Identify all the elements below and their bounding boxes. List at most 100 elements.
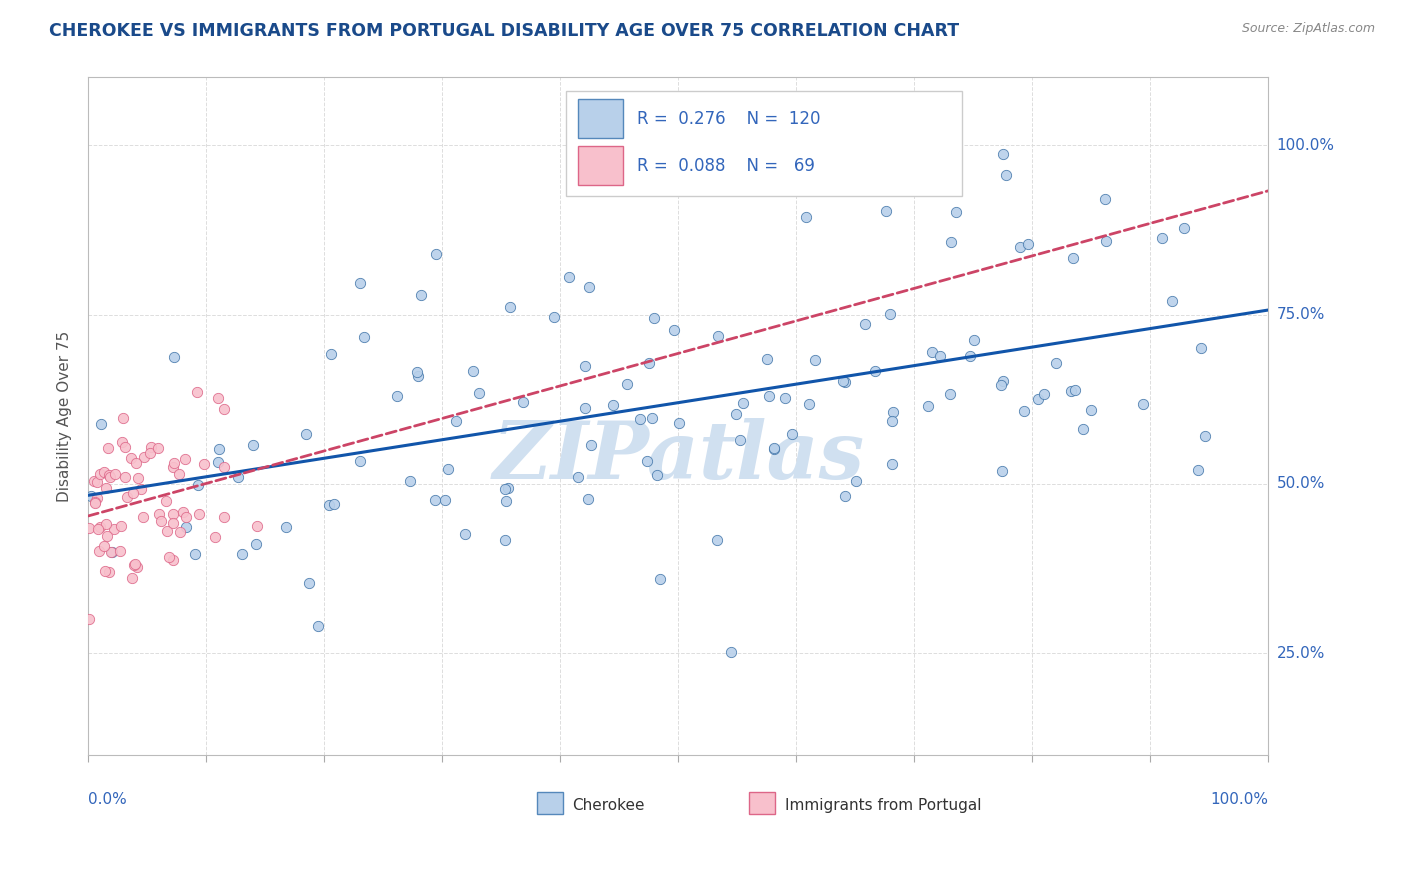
Point xyxy=(169,524,191,539)
Point xyxy=(174,520,197,534)
Point xyxy=(468,385,491,400)
Point xyxy=(574,401,596,415)
Text: 75.0%: 75.0% xyxy=(1277,307,1324,322)
Point xyxy=(643,310,665,325)
Point xyxy=(169,467,191,482)
Point xyxy=(728,434,751,448)
Point xyxy=(1132,396,1154,410)
Point xyxy=(89,520,111,534)
Point xyxy=(297,575,319,590)
Point xyxy=(103,522,125,536)
Point xyxy=(87,522,110,536)
Point xyxy=(1194,429,1216,443)
Point xyxy=(83,474,105,488)
Point xyxy=(834,489,856,503)
Text: Source: ZipAtlas.com: Source: ZipAtlas.com xyxy=(1241,22,1375,36)
Point xyxy=(733,395,755,409)
Point xyxy=(758,389,780,403)
Point xyxy=(349,276,371,290)
Point xyxy=(132,510,155,524)
Point xyxy=(245,536,267,550)
Point xyxy=(318,498,340,512)
Point xyxy=(775,391,797,405)
Point xyxy=(879,307,901,321)
Point xyxy=(124,557,146,571)
Point xyxy=(112,411,135,425)
Point xyxy=(1173,220,1195,235)
Point xyxy=(574,359,596,373)
Point xyxy=(406,365,429,379)
Point xyxy=(212,402,235,417)
Point xyxy=(495,493,517,508)
Point xyxy=(187,478,209,492)
Point xyxy=(576,492,599,507)
Point xyxy=(162,460,184,475)
Point xyxy=(941,235,963,250)
Point xyxy=(706,533,728,548)
Point xyxy=(90,417,112,431)
Point xyxy=(724,407,747,421)
Point xyxy=(207,455,229,469)
Point xyxy=(1017,237,1039,252)
Point xyxy=(648,573,671,587)
Point xyxy=(97,468,120,483)
Point xyxy=(193,457,215,471)
Point xyxy=(94,481,117,495)
Point xyxy=(96,529,118,543)
Point xyxy=(1012,403,1035,417)
Point xyxy=(880,414,903,428)
Point xyxy=(204,530,226,544)
Point xyxy=(720,645,742,659)
Point xyxy=(183,547,205,561)
Point xyxy=(959,349,981,363)
Point xyxy=(323,497,346,511)
Point xyxy=(163,350,186,364)
Text: 0.0%: 0.0% xyxy=(89,792,127,807)
Point xyxy=(411,287,433,301)
Point xyxy=(108,543,131,558)
Point xyxy=(162,553,184,567)
Point xyxy=(186,385,208,400)
Bar xyxy=(537,792,562,814)
Point xyxy=(1045,356,1067,370)
Point xyxy=(134,450,156,464)
Point xyxy=(94,516,117,531)
Point xyxy=(991,374,1014,388)
Point xyxy=(917,399,939,413)
Point xyxy=(641,411,664,425)
Point xyxy=(628,412,651,426)
Text: 100.0%: 100.0% xyxy=(1211,792,1268,807)
Point xyxy=(498,301,520,315)
Point xyxy=(496,481,519,495)
Point xyxy=(990,377,1012,392)
Point xyxy=(558,269,581,284)
Point xyxy=(129,482,152,496)
Point xyxy=(512,395,534,409)
Point xyxy=(963,333,986,347)
Point xyxy=(865,364,887,378)
Point xyxy=(579,437,602,451)
Point xyxy=(86,491,108,506)
Point xyxy=(543,310,565,325)
Point xyxy=(1071,422,1094,436)
Point xyxy=(93,539,115,553)
Point xyxy=(1189,341,1212,355)
Point xyxy=(79,521,101,535)
Point xyxy=(246,518,269,533)
Point xyxy=(668,416,690,430)
Point xyxy=(93,465,115,479)
Text: 50.0%: 50.0% xyxy=(1277,476,1324,491)
Point xyxy=(1026,392,1049,406)
Point xyxy=(662,323,685,337)
Point xyxy=(172,505,194,519)
Point xyxy=(353,329,375,343)
Point xyxy=(208,442,231,457)
Point xyxy=(242,437,264,451)
Point xyxy=(80,489,103,503)
Point xyxy=(226,470,249,484)
Point xyxy=(121,571,143,585)
Bar xyxy=(578,146,623,186)
Point xyxy=(794,210,817,224)
Point xyxy=(274,520,297,534)
Point xyxy=(157,549,180,564)
